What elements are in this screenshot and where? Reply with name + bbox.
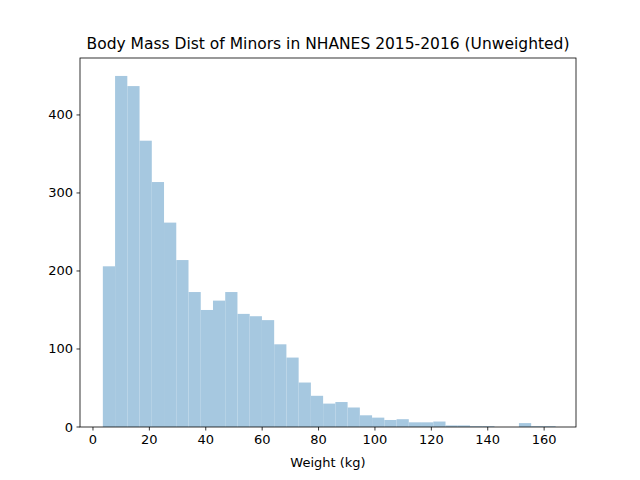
x-tick [205, 427, 206, 431]
x-tick-label: 60 [254, 432, 271, 447]
y-tick-label: 0 [65, 420, 73, 435]
y-tick [77, 348, 81, 349]
histogram-bar [360, 415, 372, 427]
x-tick [374, 427, 375, 431]
x-tick-label: 140 [475, 432, 500, 447]
histogram-bar [140, 141, 152, 427]
chart-title: Body Mass Dist of Minors in NHANES 2015-… [87, 35, 570, 53]
histogram-bar [225, 292, 237, 427]
x-tick [487, 427, 488, 431]
histogram-bar [127, 86, 139, 427]
x-tick-label: 100 [363, 432, 388, 447]
x-tick [544, 427, 545, 431]
histogram-bar [237, 314, 249, 427]
x-tick [262, 427, 263, 431]
plot-frame [80, 58, 576, 427]
x-tick [149, 427, 150, 431]
chart-svg: 0 20 40 60 80 100 120 140 160 0 100 200 300 400 Body M… [0, 0, 640, 480]
histogram-bar [286, 358, 298, 427]
histogram-bar [421, 422, 433, 427]
histogram-bar [201, 310, 213, 427]
y-tick [77, 270, 81, 271]
bars [103, 76, 556, 427]
histogram-bar [103, 266, 115, 427]
histogram-bar [152, 182, 164, 427]
histogram-bar [115, 76, 127, 427]
x-tick-label: 40 [197, 432, 214, 447]
histogram-bar [409, 422, 421, 427]
x-tick [92, 427, 93, 431]
y-tick [77, 114, 81, 115]
x-tick-label: 0 [89, 432, 97, 447]
histogram-bar [250, 316, 262, 427]
y-tick-label: 400 [48, 107, 73, 122]
x-tick [431, 427, 432, 431]
histogram-bar [262, 320, 274, 427]
y-tick-label: 100 [48, 341, 73, 356]
histogram-bar [299, 383, 311, 427]
x-tick-label: 160 [532, 432, 557, 447]
y-tick [77, 192, 81, 193]
x-tick-label: 80 [310, 432, 327, 447]
histogram-bar [176, 260, 188, 427]
x-axis-label: Weight (kg) [290, 455, 365, 470]
histogram-bar [164, 223, 176, 427]
chart-container: 0 20 40 60 80 100 120 140 160 0 100 200 300 400 Body M… [0, 0, 640, 480]
histogram-bar [335, 402, 347, 427]
histogram-bar [323, 404, 335, 427]
histogram-bar [189, 292, 201, 427]
histogram-bar [274, 344, 286, 427]
histogram-bar [348, 407, 360, 427]
histogram-bar [372, 418, 384, 427]
x-tick [318, 427, 319, 431]
histogram-bar [519, 423, 531, 427]
y-tick-label: 200 [48, 263, 73, 278]
x-tick-label: 120 [419, 432, 444, 447]
x-tick-label: 20 [141, 432, 158, 447]
histogram-bar [433, 422, 445, 427]
histogram-bar [311, 396, 323, 427]
histogram-bar [397, 419, 409, 427]
histogram-bar [384, 420, 396, 427]
histogram-bar [213, 301, 225, 427]
y-tick [77, 427, 81, 428]
y-tick-label: 300 [48, 185, 73, 200]
